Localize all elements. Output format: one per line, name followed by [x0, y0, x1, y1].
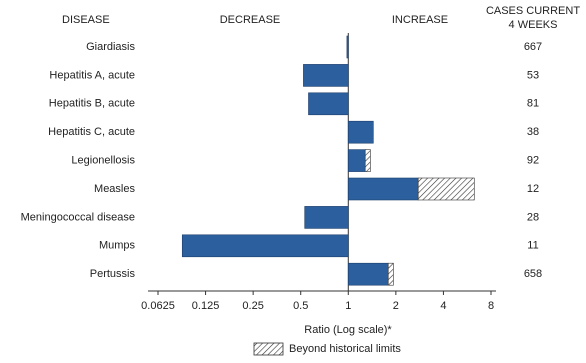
legend-label: Beyond historical limits — [289, 343, 401, 355]
bar-beyond-limits — [364, 149, 371, 172]
bar — [347, 177, 419, 201]
cases-value: 667 — [524, 41, 542, 53]
bar — [347, 120, 374, 144]
header-disease: DISEASE — [62, 14, 110, 26]
bar — [303, 64, 349, 87]
cases-value: 658 — [524, 268, 542, 280]
cases-value: 92 — [527, 155, 539, 167]
cases-value: 12 — [527, 183, 539, 195]
x-tick-label: 4 — [440, 300, 446, 312]
cases-value: 38 — [527, 126, 539, 138]
legend-swatch — [253, 342, 284, 356]
category-label: Measles — [94, 183, 135, 195]
x-tick-label: 0.125 — [192, 300, 220, 312]
cases-value: 53 — [527, 69, 539, 81]
bar — [181, 234, 349, 258]
bar-beyond-limits — [387, 262, 394, 286]
bar — [347, 262, 389, 286]
bar — [308, 92, 349, 116]
category-label: Legionellosis — [71, 155, 135, 167]
bar — [346, 35, 349, 59]
cases-value: 28 — [527, 211, 539, 223]
header-cases: CASES CURRENT — [486, 5, 580, 17]
category-label: Hepatitis A, acute — [49, 69, 135, 81]
x-tick-label: 1 — [345, 300, 351, 312]
header-decrease: DECREASE — [220, 14, 281, 26]
bar — [347, 149, 366, 172]
x-tick-label: 0.25 — [242, 300, 263, 312]
cases-value: 11 — [527, 240, 538, 252]
x-tick-label: 0.5 — [293, 300, 308, 312]
category-label: Mumps — [99, 240, 136, 252]
x-tick-label: 8 — [488, 300, 494, 312]
x-tick-label: 2 — [393, 300, 399, 312]
header-cases: 4 WEEKS — [509, 19, 558, 31]
header-increase: INCREASE — [392, 14, 448, 26]
category-label: Giardiasis — [86, 41, 135, 53]
category-label: Pertussis — [90, 268, 136, 280]
x-axis-label: Ratio (Log scale)* — [304, 324, 392, 336]
category-label: Hepatitis C, acute — [48, 126, 135, 138]
category-label: Meningococcal disease — [21, 211, 135, 223]
bar-beyond-limits — [417, 177, 475, 201]
category-label: Hepatitis B, acute — [49, 98, 135, 110]
bar — [304, 206, 349, 229]
cases-value: 81 — [527, 98, 539, 110]
x-tick-label: 0.0625 — [141, 300, 175, 312]
